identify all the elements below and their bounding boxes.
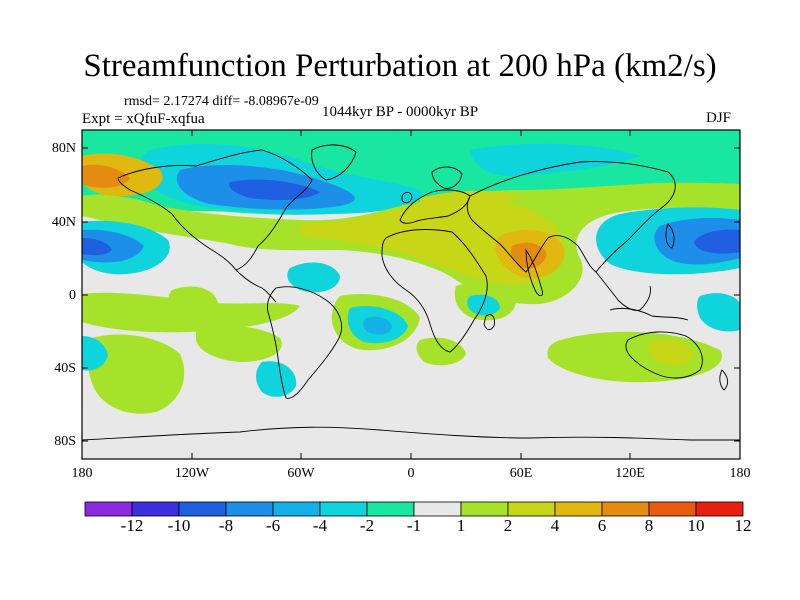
axis-ticks <box>81 130 741 459</box>
colorbar-swatch <box>695 501 744 517</box>
lat-label-40s: 40S <box>54 361 76 376</box>
coast-north-america <box>117 149 313 271</box>
colorbar-label: -2 <box>359 516 375 535</box>
page-title: Streamfunction Perturbation at 200 hPa (… <box>83 48 717 84</box>
lat-label-80n: 80N <box>51 141 76 156</box>
colorbar-label: -1 <box>406 516 422 535</box>
colorbar-swatch <box>601 501 650 517</box>
coast-asia <box>466 161 676 273</box>
contour-europe-yellow <box>419 190 520 212</box>
colorbar-label: 2 <box>503 516 513 535</box>
period-text: 1044kyr BP - 0000kyr BP <box>322 104 479 120</box>
lon-label-180e: 180 <box>729 466 751 481</box>
experiment-text: Expt = xQfuF-xqfua <box>82 111 205 127</box>
contour-west-pacific-core <box>82 238 112 256</box>
colorbar-swatch <box>507 501 556 517</box>
contour-sam-blue <box>363 316 392 335</box>
contour-australia-yellow <box>648 339 694 366</box>
coast-madagascar <box>483 314 495 331</box>
colorbar-swatch <box>319 501 368 517</box>
stats-text: rmsd= 2.17274 diff= -8.08967e-09 <box>124 94 319 109</box>
contour-south-atlantic-cyan <box>256 361 297 397</box>
colorbar-label: -4 <box>312 516 328 535</box>
colorbar-swatch <box>84 501 133 517</box>
lat-label-80s: 80S <box>54 434 76 449</box>
coast-antarctica <box>82 426 740 441</box>
colorbar-label: 4 <box>550 516 560 535</box>
colorbar-label: -10 <box>167 516 191 535</box>
colorbar-swatch <box>366 501 415 517</box>
lon-label-180w: 180 <box>71 466 93 481</box>
lat-label-40n: 40N <box>51 215 76 230</box>
contour-atlantic-cyan <box>287 262 340 293</box>
colorbar-label: -12 <box>120 516 144 535</box>
coastlines <box>82 144 740 441</box>
colorbar-label: 6 <box>597 516 607 535</box>
coast-new-zealand <box>719 369 729 391</box>
contour-siberia-cyan <box>470 143 640 177</box>
colorbar-swatch <box>225 501 274 517</box>
colorbar-swatch <box>648 501 697 517</box>
colorbar-label: 10 <box>687 516 705 535</box>
contour-far-east-cyan <box>697 293 740 332</box>
coast-south-america <box>267 286 342 399</box>
coast-se-asia <box>595 271 651 311</box>
contour-pacific-green <box>620 183 740 214</box>
contour-south-atlantic-green <box>196 325 282 362</box>
contour-sw-green <box>416 337 466 366</box>
coast-indonesia <box>609 307 689 321</box>
season-text: DJF <box>706 110 732 126</box>
colorbar-label: 1 <box>456 516 466 535</box>
coast-europe <box>399 189 471 224</box>
contour-indian-cyan <box>467 294 500 316</box>
coast-japan <box>665 223 675 249</box>
colorbar-label: -6 <box>265 516 281 535</box>
coast-central-america <box>235 269 277 303</box>
colorbar-swatch <box>272 501 321 517</box>
lon-label-120e: 120E <box>615 466 645 481</box>
colorbar <box>84 501 744 517</box>
lon-label-60w: 60W <box>287 466 315 481</box>
lon-label-120w: 120W <box>174 466 210 481</box>
contour-south-pacific-cyan <box>82 336 108 371</box>
contour-alaska-core <box>82 164 130 188</box>
contour-na-deep-blue <box>229 179 320 200</box>
coast-india <box>525 248 543 297</box>
colorbar-swatch <box>178 501 227 517</box>
map-plot-area <box>82 130 740 459</box>
contour-east-pacific-core <box>694 229 740 254</box>
lon-label-0: 0 <box>407 466 415 481</box>
contour-arabia-core <box>510 242 547 269</box>
coast-greenland <box>311 144 357 181</box>
lat-label-0: 0 <box>69 288 76 303</box>
colorbar-swatch <box>413 501 462 517</box>
colorbar-label: 12 <box>734 516 752 535</box>
contour-midlat-yellow <box>300 199 564 286</box>
contour-south-pacific-green <box>87 334 185 414</box>
colorbar-label: -8 <box>218 516 234 535</box>
contour-tropical-pacific-green <box>82 292 300 333</box>
coast-africa <box>381 229 488 353</box>
colorbar-swatch <box>460 501 509 517</box>
colorbar-label: 8 <box>644 516 654 535</box>
colorbar-swatch <box>554 501 603 517</box>
colorbar-swatch <box>131 501 180 517</box>
lon-label-60e: 60E <box>509 466 533 481</box>
coast-scandinavia <box>431 166 463 189</box>
coast-australia <box>625 331 703 379</box>
coast-uk <box>401 191 413 204</box>
